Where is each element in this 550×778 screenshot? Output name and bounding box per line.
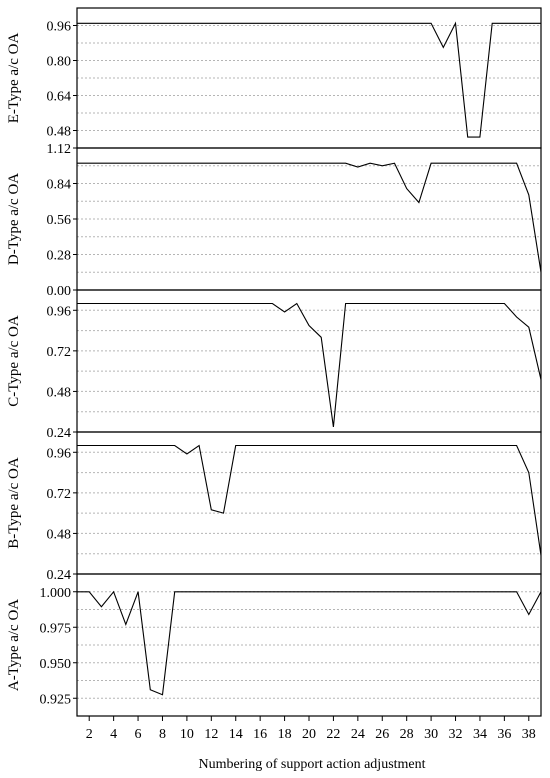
y-tick-label: 0.96	[47, 446, 72, 461]
x-tick-label: 36	[497, 727, 511, 742]
y-tick-label: 0.00	[47, 284, 72, 299]
series-line	[77, 162, 542, 273]
x-tick-label: 30	[424, 727, 438, 742]
y-tick-label: 0.80	[47, 55, 72, 70]
x-tick-label: 10	[180, 727, 194, 742]
x-tick-label: 28	[400, 727, 414, 742]
x-tick-label: 26	[375, 727, 389, 742]
x-tick-label: 4	[110, 727, 117, 742]
x-tick-label: 20	[302, 727, 316, 742]
x-tick-label: 12	[204, 727, 218, 742]
y-tick-label: 0.950	[40, 657, 72, 672]
series-line	[77, 590, 542, 696]
y-tick-label: 0.24	[47, 426, 72, 441]
panel-frame	[76, 289, 542, 433]
y-tick-label: 0.96	[47, 20, 72, 35]
x-tick-label: 14	[229, 727, 243, 742]
panel-1: 0.00 0.28 0.56 0.84 1.12 D-Type a/c OA	[6, 142, 542, 299]
y-tick-label: 0.28	[47, 249, 72, 264]
y-axis-label: B-Type a/c OA	[6, 457, 22, 549]
y-axis-label: A-Type a/c OA	[6, 599, 22, 691]
y-axis-label: E-Type a/c OA	[6, 33, 22, 124]
series-line	[77, 21, 541, 138]
y-tick-label: 0.925	[40, 692, 72, 707]
x-axis: 2 4 6 8 10 12 14 16 18 20 22 24 26 28 30 32 34 36 38	[86, 716, 536, 742]
x-tick-label: 18	[278, 727, 292, 742]
y-tick-label: 1.12	[47, 142, 72, 157]
series-line	[77, 302, 542, 427]
y-tick-label: 0.48	[47, 385, 72, 400]
y-tick-label: 0.975	[40, 621, 72, 636]
x-tick-label: 8	[159, 727, 166, 742]
y-tick-label: 0.48	[47, 125, 72, 140]
y-tick-label: 0.48	[47, 527, 72, 542]
panel-4: 0.925 0.950 0.975 1.000 A-Type a/c OA	[6, 573, 542, 717]
x-tick-label: 38	[522, 727, 536, 742]
panel-3: 0.24 0.48 0.72 0.96 B-Type a/c OA	[6, 431, 542, 583]
panel-2: 0.24 0.48 0.72 0.96 C-Type a/c OA	[6, 289, 542, 441]
y-axis-label: C-Type a/c OA	[6, 315, 22, 407]
panel-0: 0.48 0.64 0.80 0.96 E-Type a/c OA	[6, 7, 542, 149]
x-tick-label: 2	[86, 727, 93, 742]
chart-panels: 0.48 0.64 0.80 0.96 E-Type a/c OA 0.00 0.28 0.5…	[6, 7, 542, 717]
series-line	[77, 444, 542, 556]
y-tick-label: 0.72	[47, 345, 72, 360]
y-tick-label: 0.96	[47, 304, 72, 319]
y-axis-label: D-Type a/c OA	[6, 173, 22, 265]
y-tick-label: 0.64	[47, 90, 72, 105]
x-tick-label: 34	[473, 727, 487, 742]
panel-frame	[76, 431, 542, 575]
x-tick-label: 24	[351, 727, 365, 742]
x-tick-label: 22	[326, 727, 340, 742]
x-axis-label: Numbering of support action adjustment	[198, 757, 425, 772]
x-tick-label: 32	[449, 727, 463, 742]
x-tick-label: 6	[135, 727, 142, 742]
y-tick-label: 0.56	[47, 213, 72, 228]
x-tick-label: 16	[253, 727, 267, 742]
y-tick-label: 0.84	[47, 178, 72, 193]
y-tick-label: 1.000	[40, 586, 72, 601]
y-tick-label: 0.24	[47, 568, 72, 583]
y-tick-label: 0.72	[47, 487, 72, 502]
